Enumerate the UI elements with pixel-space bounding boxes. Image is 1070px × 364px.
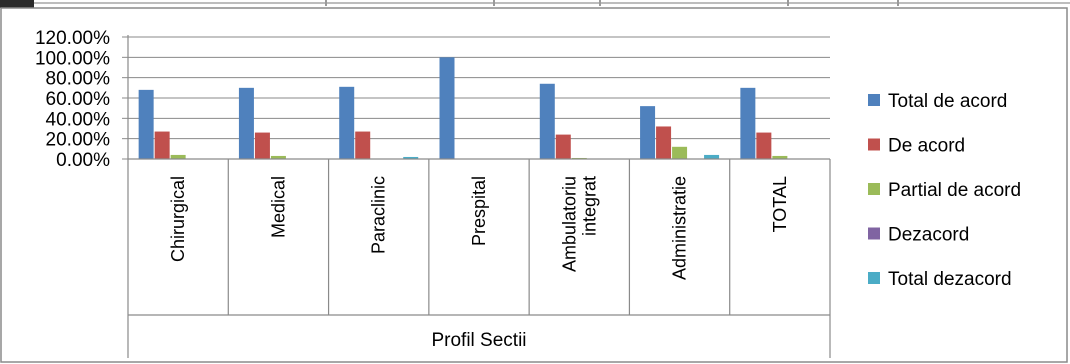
top-strip	[0, 0, 1070, 8]
bar	[238, 87, 254, 159]
y-tick-label: 60.00%	[46, 89, 111, 110]
y-tick-label: 40.00%	[46, 109, 111, 130]
x-axis-title: Profil Sectii	[431, 330, 526, 351]
y-tick-label: 0.00%	[56, 150, 110, 171]
bar	[270, 155, 286, 159]
x-category-label: Medical	[268, 176, 288, 238]
y-tick-label: 100.00%	[35, 48, 110, 69]
x-category-label: integrat	[579, 176, 599, 236]
chart-area-border	[0, 7, 1068, 363]
bars	[138, 57, 788, 160]
bar	[170, 154, 186, 159]
bar	[756, 132, 772, 159]
legend-label: Total de acord	[888, 91, 1007, 112]
x-category-label: Prespital	[469, 176, 489, 246]
legend-swatch	[868, 272, 880, 284]
bar	[672, 146, 688, 159]
axes	[127, 35, 831, 358]
bar	[640, 106, 656, 159]
legend-swatch	[868, 138, 880, 151]
y-tick-label: 20.00%	[46, 130, 111, 151]
bar	[154, 131, 170, 159]
y-tick-label: 80.00%	[46, 69, 111, 90]
bar	[403, 156, 419, 159]
legend-swatch	[868, 94, 880, 106]
legend-label: De acord	[888, 136, 965, 157]
bar	[656, 126, 672, 159]
x-category-label: Paraclinic	[369, 176, 389, 254]
bar	[138, 89, 154, 159]
bar	[439, 57, 455, 160]
x-category-label: TOTAL	[770, 176, 790, 232]
bar	[555, 134, 571, 159]
bar	[254, 132, 270, 159]
y-axis-ticks: 0.00%20.00%40.00%60.00%80.00%100.00%120.…	[35, 28, 128, 171]
gridlines	[128, 36, 830, 140]
x-category-label: Chirurgical	[168, 176, 188, 262]
bar	[539, 83, 555, 159]
y-tick-label: 120.00%	[35, 28, 110, 49]
bar	[355, 131, 371, 159]
bar	[704, 154, 720, 159]
legend-label: Total dezacord	[888, 269, 1012, 290]
bar	[740, 87, 756, 159]
legend-label: Partial de acord	[888, 180, 1021, 201]
x-category-label: Administratie	[670, 176, 690, 280]
legend-swatch	[868, 227, 880, 240]
bar	[772, 155, 788, 159]
x-category-label: Ambulatoriu	[559, 176, 579, 272]
x-axis-categories: Chirurgical Medical Paraclinic Prespital Amb…	[168, 176, 790, 280]
bar	[339, 86, 355, 159]
legend: Total de acord De acord Partial de acord De…	[868, 91, 1021, 290]
legend-swatch	[868, 183, 880, 195]
legend-label: Dezacord	[888, 225, 969, 246]
